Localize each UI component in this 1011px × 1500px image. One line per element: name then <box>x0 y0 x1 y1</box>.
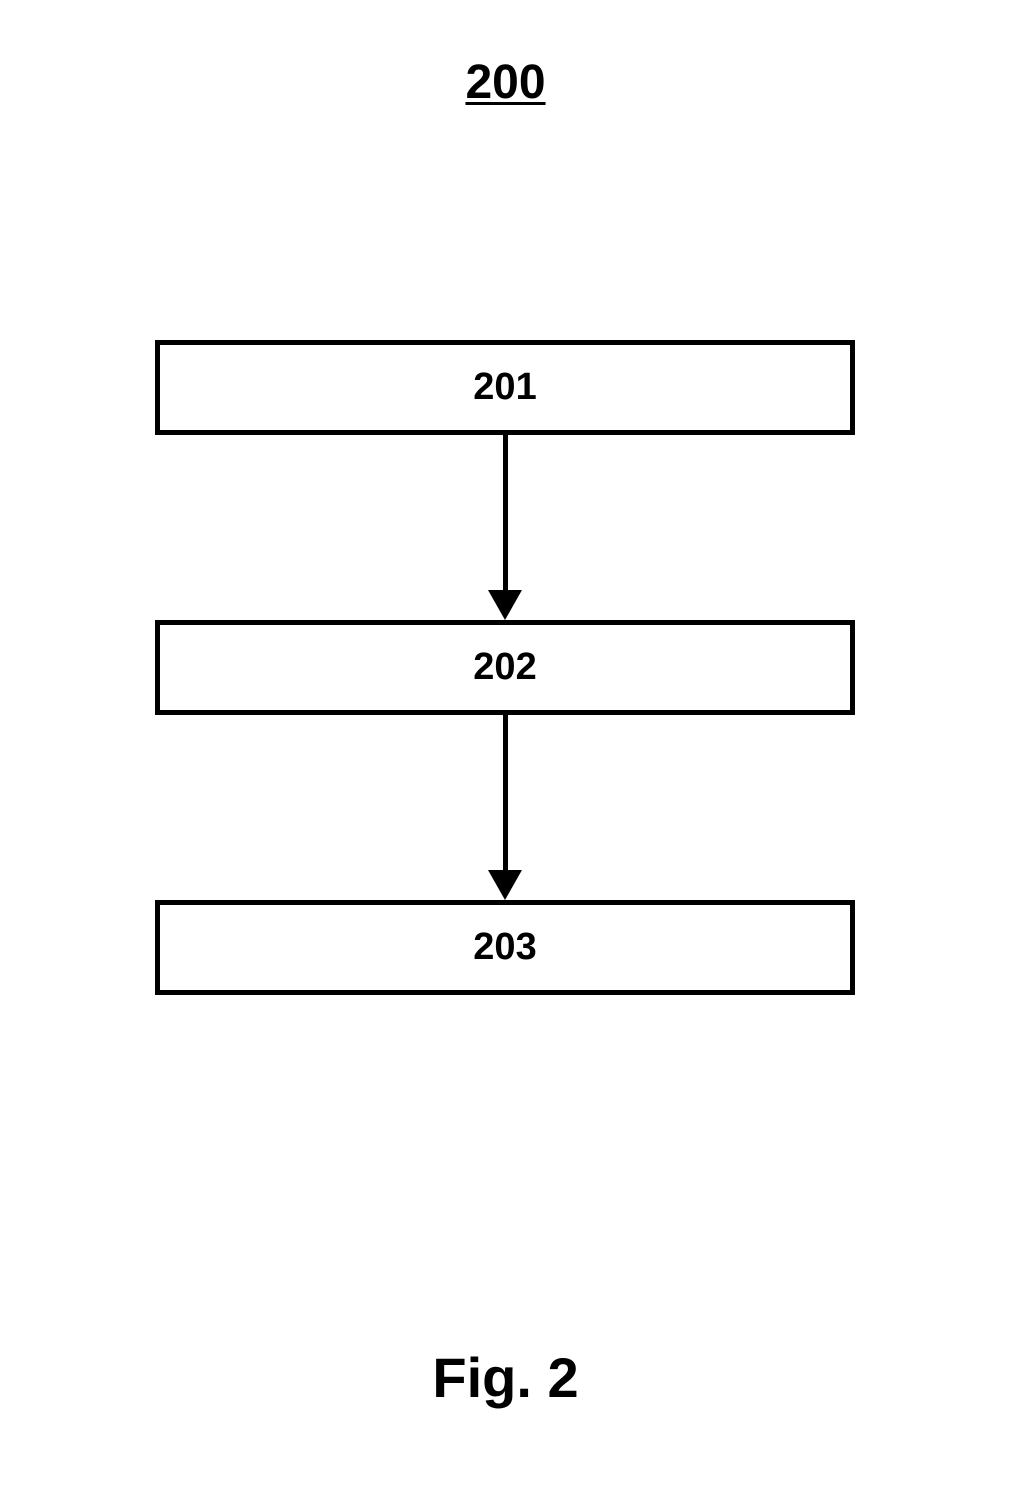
flow-node-label: 201 <box>473 366 536 409</box>
flow-node-label: 202 <box>473 646 536 689</box>
flow-node-203: 203 <box>155 900 855 995</box>
figure-caption: Fig. 2 <box>432 1345 578 1410</box>
flow-node-202: 202 <box>155 620 855 715</box>
flow-node-label: 203 <box>473 926 536 969</box>
figure-title: 200 <box>465 55 545 110</box>
flow-edge-arrowhead <box>488 870 522 900</box>
flow-edge-line <box>503 435 508 590</box>
flow-edge-line <box>503 715 508 870</box>
flow-node-201: 201 <box>155 340 855 435</box>
flow-edge-arrowhead <box>488 590 522 620</box>
